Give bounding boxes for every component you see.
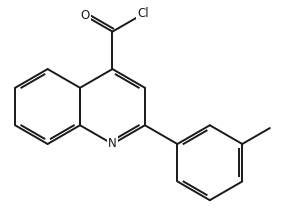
Text: O: O — [80, 9, 89, 22]
Text: Cl: Cl — [137, 7, 149, 20]
Text: N: N — [108, 138, 117, 150]
